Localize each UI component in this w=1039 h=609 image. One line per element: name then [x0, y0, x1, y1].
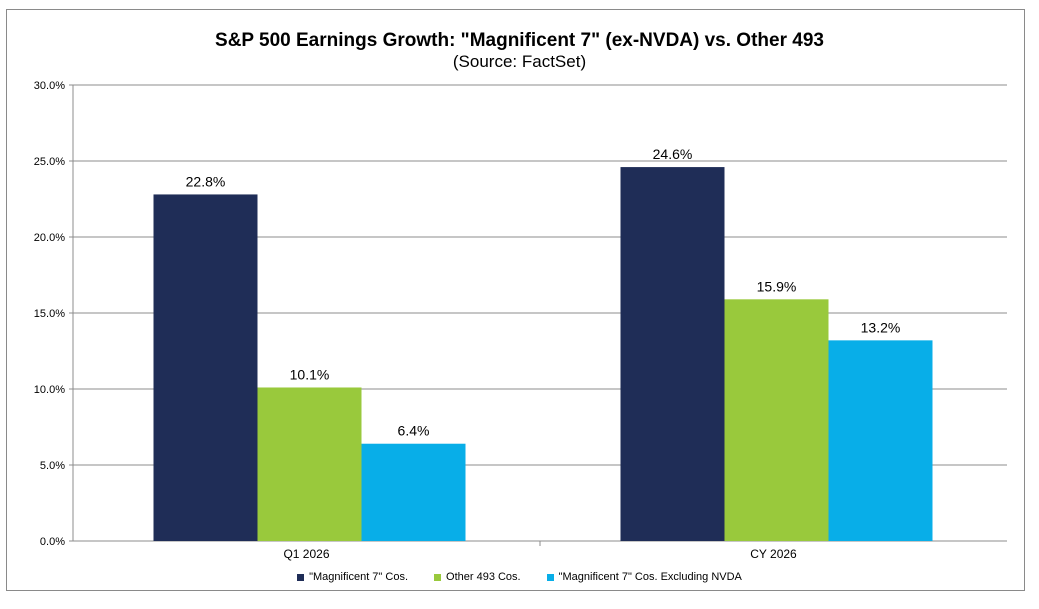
bar: [828, 340, 933, 541]
data-label: 10.1%: [290, 366, 330, 382]
data-label: 24.6%: [653, 146, 693, 162]
data-label: 22.8%: [186, 173, 226, 189]
bar: [724, 299, 829, 541]
y-tick-label: 5.0%: [40, 460, 65, 472]
x-tick-label: Q1 2026: [283, 547, 329, 561]
legend-item-mag7: "Magnificent 7" Cos.: [297, 571, 408, 583]
x-tick-label: CY 2026: [750, 547, 797, 561]
bar: [361, 443, 466, 541]
legend-label-other493: Other 493 Cos.: [446, 571, 521, 583]
y-tick-label: 30.0%: [34, 80, 65, 92]
legend-item-mag7-ex-nvda: "Magnificent 7" Cos. Excluding NVDA: [546, 571, 742, 583]
legend-swatch-other493: [434, 573, 442, 581]
y-tick-label: 15.0%: [34, 308, 65, 320]
legend-label-mag7-ex-nvda: "Magnificent 7" Cos. Excluding NVDA: [558, 571, 742, 583]
data-label: 6.4%: [398, 423, 430, 439]
legend-label-mag7: "Magnificent 7" Cos.: [309, 571, 409, 583]
y-tick-label: 10.0%: [34, 384, 65, 396]
bar: [620, 167, 725, 541]
chart-subtitle: (Source: FactSet): [452, 52, 587, 71]
legend: "Magnificent 7" Cos. Other 493 Cos. "Mag…: [0, 571, 1039, 583]
y-tick-label: 25.0%: [34, 156, 65, 168]
legend-swatch-mag7: [297, 573, 305, 581]
legend-item-other493: Other 493 Cos.: [434, 571, 521, 583]
data-label: 15.9%: [757, 278, 797, 294]
y-tick-label: 0.0%: [40, 536, 65, 548]
y-tick-label: 20.0%: [34, 232, 65, 244]
bar: [257, 387, 362, 541]
bar: [153, 194, 258, 541]
chart-title: S&P 500 Earnings Growth: "Magnificent 7"…: [215, 30, 824, 51]
data-label: 13.2%: [861, 319, 901, 335]
legend-swatch-mag7-ex-nvda: [546, 573, 554, 581]
